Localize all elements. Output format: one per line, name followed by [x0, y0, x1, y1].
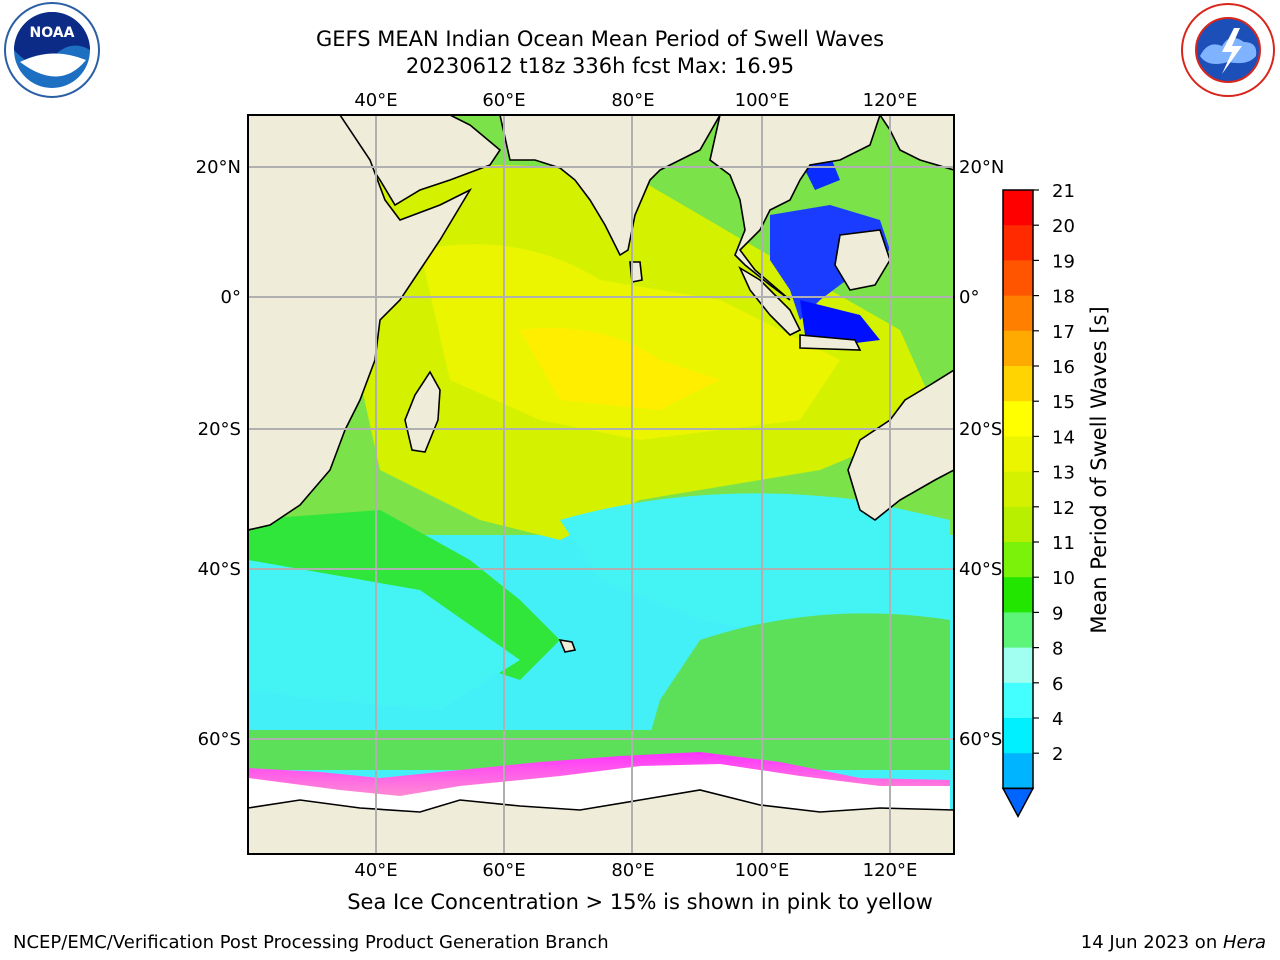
date-stamp: 14 Jun 2023 on Hera: [1081, 932, 1266, 953]
colorbar: 21 20 19 18 17 16 15 14 13 12 11 10 9 8 6 4 2: [1001, 181, 1075, 818]
lon-label-top: 40°E: [354, 90, 397, 111]
machine-name: Hera: [1222, 932, 1266, 953]
colorbar-tick-label: 4: [1052, 709, 1063, 730]
credit-text: NCEP/EMC/Verification Post Processing Pr…: [13, 932, 609, 953]
colorbar-segment: [1003, 542, 1033, 578]
lat-label-left: 20°S: [198, 419, 241, 440]
lat-label-left: 40°S: [198, 559, 241, 580]
map-plot-area: [248, 115, 954, 854]
colorbar-tick-label: 14: [1052, 427, 1075, 448]
lat-label-left: 20°N: [196, 157, 241, 178]
colorbar-segment: [1003, 401, 1033, 437]
colorbar-segment: [1003, 471, 1033, 508]
lon-label-bottom: 40°E: [354, 860, 397, 881]
colorbar-frame: [1002, 189, 1034, 790]
colorbar-segment: [1003, 295, 1033, 332]
lat-label-right: 0°: [959, 287, 979, 308]
colorbar-segment: [1003, 436, 1033, 473]
lon-label-bottom: 100°E: [735, 860, 790, 881]
colorbar-segment: [1003, 577, 1033, 613]
date-text: 14 Jun 2023 on: [1080, 932, 1223, 953]
colorbar-segment: [1003, 366, 1033, 402]
colorbar-segment: [1003, 647, 1033, 684]
colorbar-tick-label: 21: [1052, 181, 1075, 202]
colorbar-segment: [1003, 225, 1033, 261]
noaa-logo-text: NOAA: [30, 25, 75, 41]
colorbar-segment: [1003, 682, 1033, 719]
colorbar-tick-label: 9: [1052, 603, 1063, 624]
colorbar-segment: [1003, 506, 1033, 543]
lon-label-top: 60°E: [482, 90, 525, 111]
map-title: GEFS MEAN Indian Ocean Mean Period of Sw…: [315, 27, 885, 51]
colorbar-segment: [1003, 330, 1033, 367]
colorbar-segment: [1003, 718, 1033, 754]
colorbar-segment: [1003, 190, 1033, 226]
lon-label-bottom: 120°E: [863, 860, 918, 881]
colorbar-tick-label: 12: [1052, 498, 1075, 519]
colorbar-label: Mean Period of Swell Waves [s]: [1087, 306, 1111, 633]
colorbar-tick-label: 10: [1052, 568, 1075, 589]
colorbar-tick-label: 2: [1052, 744, 1063, 765]
lat-labels-right: 20°N 0° 20°S 40°S 60°S: [959, 157, 1004, 750]
lat-labels-left: 20°N 0° 20°S 40°S 60°S: [196, 157, 241, 750]
colorbar-tick-label: 15: [1052, 392, 1075, 413]
lat-label-right: 60°S: [959, 729, 1002, 750]
colorbar-tick-label: 8: [1052, 639, 1063, 660]
colorbar-segment: [1003, 260, 1033, 297]
lon-label-top: 120°E: [863, 90, 918, 111]
colorbar-tick-label: 6: [1052, 674, 1063, 695]
lon-label-bottom: 60°E: [482, 860, 525, 881]
lon-label-top: 80°E: [611, 90, 654, 111]
colorbar-tick-label: 17: [1052, 322, 1075, 343]
lon-labels-bottom: 40°E 60°E 80°E 100°E 120°E: [354, 860, 917, 881]
sea-ice-note: Sea Ice Concentration > 15% is shown in …: [347, 890, 933, 914]
lon-labels-top: 40°E 60°E 80°E 100°E 120°E: [354, 90, 917, 111]
colorbar-tick-label: 20: [1052, 216, 1075, 237]
colorbar-tick-label: 13: [1052, 463, 1075, 484]
map-subtitle: 20230612 t18z 336h fcst Max: 16.95: [405, 54, 795, 78]
map-frame: [247, 114, 955, 855]
lat-label-left: 60°S: [198, 729, 241, 750]
colorbar-tick-label: 16: [1052, 357, 1075, 378]
colorbar-segment: [1003, 612, 1033, 649]
colorbar-segment: [1003, 753, 1033, 789]
lat-label-right: 40°S: [959, 559, 1002, 580]
colorbar-tick-label: 11: [1052, 533, 1075, 554]
map-graticule: [248, 115, 954, 854]
colorbar-tick-label: 18: [1052, 287, 1075, 308]
lon-label-top: 100°E: [735, 90, 790, 111]
colorbar-tick-label: 19: [1052, 251, 1075, 272]
nws-logo: [1181, 3, 1275, 97]
lat-label-right: 20°N: [959, 157, 1004, 178]
lat-label-right: 20°S: [959, 419, 1002, 440]
lat-label-left: 0°: [221, 287, 241, 308]
noaa-logo: NOAA: [4, 2, 100, 98]
colorbar-extension: [1001, 787, 1035, 818]
lon-label-bottom: 80°E: [611, 860, 654, 881]
